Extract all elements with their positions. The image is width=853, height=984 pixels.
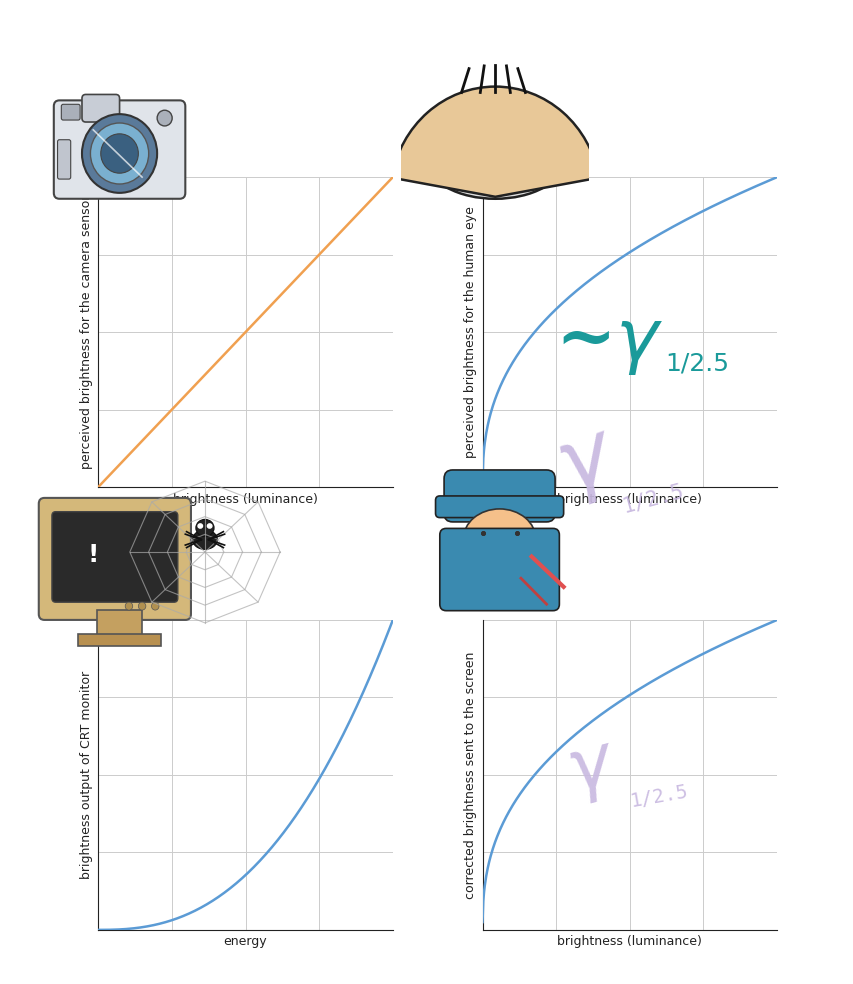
Y-axis label: perceived brightness for the human eye: perceived brightness for the human eye — [463, 207, 476, 458]
Circle shape — [151, 602, 159, 610]
X-axis label: brightness (luminance): brightness (luminance) — [557, 493, 701, 506]
Circle shape — [101, 134, 138, 173]
Text: ~$\gamma$: ~$\gamma$ — [554, 306, 663, 377]
Y-axis label: perceived brightness for the camera sensor: perceived brightness for the camera sens… — [79, 195, 92, 469]
Bar — [78, 634, 160, 646]
Y-axis label: brightness output of CRT monitor: brightness output of CRT monitor — [79, 671, 92, 879]
Circle shape — [138, 602, 146, 610]
FancyBboxPatch shape — [82, 94, 119, 122]
Y-axis label: corrected brightness sent to the screen: corrected brightness sent to the screen — [463, 651, 476, 898]
Circle shape — [466, 131, 524, 192]
Circle shape — [207, 523, 212, 528]
Circle shape — [90, 123, 148, 184]
FancyBboxPatch shape — [439, 528, 559, 611]
Circle shape — [481, 147, 508, 176]
Text: 1/2.5: 1/2.5 — [664, 351, 728, 375]
X-axis label: brightness (luminance): brightness (luminance) — [557, 936, 701, 949]
X-axis label: energy: energy — [223, 936, 267, 949]
Text: 1/2.5: 1/2.5 — [628, 782, 689, 811]
Ellipse shape — [427, 124, 562, 199]
FancyBboxPatch shape — [435, 496, 563, 518]
Circle shape — [82, 114, 157, 193]
FancyBboxPatch shape — [444, 470, 554, 522]
Text: !: ! — [88, 543, 99, 567]
Text: $\gamma$: $\gamma$ — [546, 414, 628, 513]
Ellipse shape — [462, 509, 536, 570]
FancyBboxPatch shape — [61, 104, 80, 120]
FancyBboxPatch shape — [52, 512, 177, 602]
FancyBboxPatch shape — [57, 140, 71, 179]
Wedge shape — [392, 87, 598, 197]
FancyBboxPatch shape — [54, 100, 185, 199]
Circle shape — [198, 523, 202, 528]
X-axis label: brightness (luminance): brightness (luminance) — [173, 493, 317, 506]
FancyBboxPatch shape — [38, 498, 191, 620]
Text: 1/2.5: 1/2.5 — [619, 481, 686, 517]
Bar — [97, 610, 142, 638]
Circle shape — [125, 602, 132, 610]
Circle shape — [157, 110, 172, 126]
Circle shape — [195, 520, 214, 536]
Ellipse shape — [192, 529, 218, 549]
Text: $\gamma$: $\gamma$ — [559, 728, 623, 809]
